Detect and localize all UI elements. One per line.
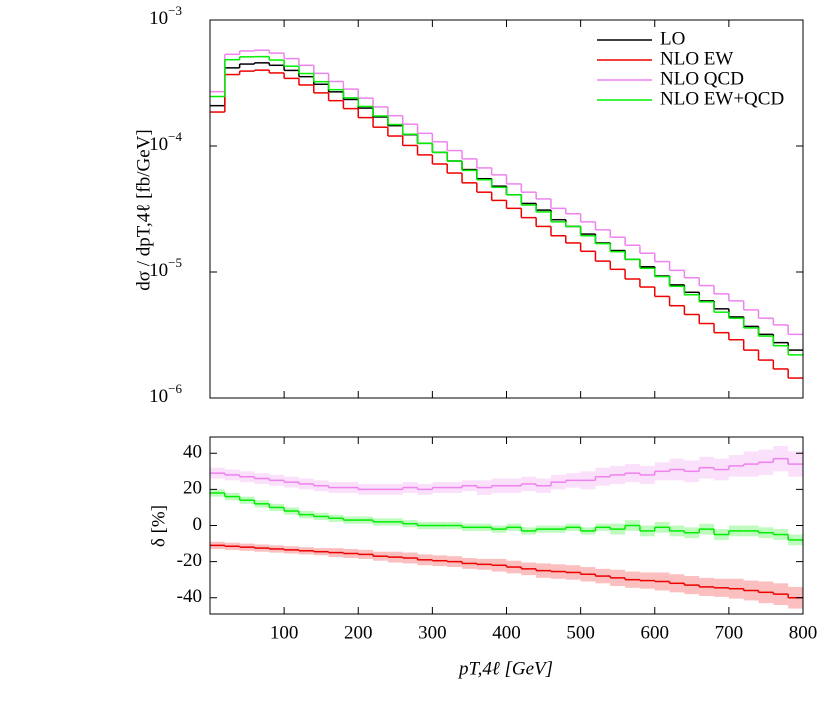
y-tick-base: 10: [149, 386, 168, 407]
x-tick-label: 500: [566, 622, 595, 643]
y-tick-exponent: −5: [168, 255, 182, 270]
y-axis-label: δ [%]: [148, 505, 169, 547]
y-tick-label: 10−6: [149, 381, 182, 407]
y-tick-label: 0: [193, 514, 203, 535]
y-tick-label: 10−5: [149, 255, 182, 281]
y-tick-exponent: −3: [168, 3, 182, 18]
plot-area: [210, 446, 803, 609]
y-tick-exponent: −4: [168, 129, 182, 144]
y-tick-label: -40: [177, 586, 202, 607]
y-tick-base: 10: [149, 134, 168, 155]
legend-label: NLO EW+QCD: [660, 88, 784, 109]
x-tick-label: 300: [418, 622, 447, 643]
y-tick-label: 10−4: [149, 129, 182, 155]
y-tick-label: 40: [183, 442, 202, 463]
y-tick-label: -20: [177, 550, 202, 571]
x-tick-label: 400: [492, 622, 521, 643]
y-tick-label: 20: [183, 478, 202, 499]
y-tick-exponent: −6: [168, 381, 182, 396]
legend-label: LO: [660, 28, 685, 49]
legend-label: NLO EW: [660, 48, 733, 69]
y-axis-label: dσ / dpT,4ℓ [fb/GeV]: [133, 129, 154, 290]
x-tick-label: 100: [270, 622, 299, 643]
x-tick-label: 600: [641, 622, 670, 643]
x-tick-label: 700: [715, 622, 744, 643]
x-tick-label: 200: [344, 622, 373, 643]
y-tick-base: 10: [149, 260, 168, 281]
step-riser: [224, 70, 789, 379]
y-tick-label: 10−3: [149, 3, 182, 29]
plot-area: [210, 49, 803, 379]
legend-label: NLO QCD: [660, 68, 744, 89]
y-tick-base: 10: [149, 8, 168, 29]
step-riser: [224, 56, 789, 355]
x-tick-label: 800: [789, 622, 818, 643]
x-axis-label: pT,4ℓ [GeV]: [457, 658, 553, 679]
step-riser: [224, 545, 789, 598]
